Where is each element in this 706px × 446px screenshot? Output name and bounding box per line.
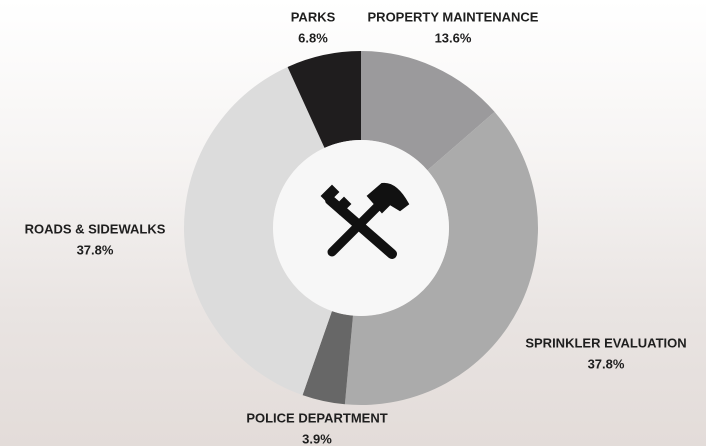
- value-label: 3.9%: [302, 431, 332, 446]
- value-label: 37.8%: [77, 242, 114, 257]
- category-label: ROADS & SIDEWALKS: [25, 221, 166, 236]
- category-label: PROPERTY MAINTENANCE: [368, 9, 539, 24]
- chart: PROPERTY MAINTENANCE 13.6% SPRINKLER EVALU…: [0, 0, 706, 446]
- value-label: 6.8%: [298, 30, 328, 45]
- value-label: 13.6%: [435, 30, 472, 45]
- value-label: 37.8%: [588, 356, 625, 371]
- category-label: POLICE DEPARTMENT: [246, 410, 387, 425]
- category-label: PARKS: [291, 9, 336, 24]
- category-label: SPRINKLER EVALUATION: [525, 335, 686, 350]
